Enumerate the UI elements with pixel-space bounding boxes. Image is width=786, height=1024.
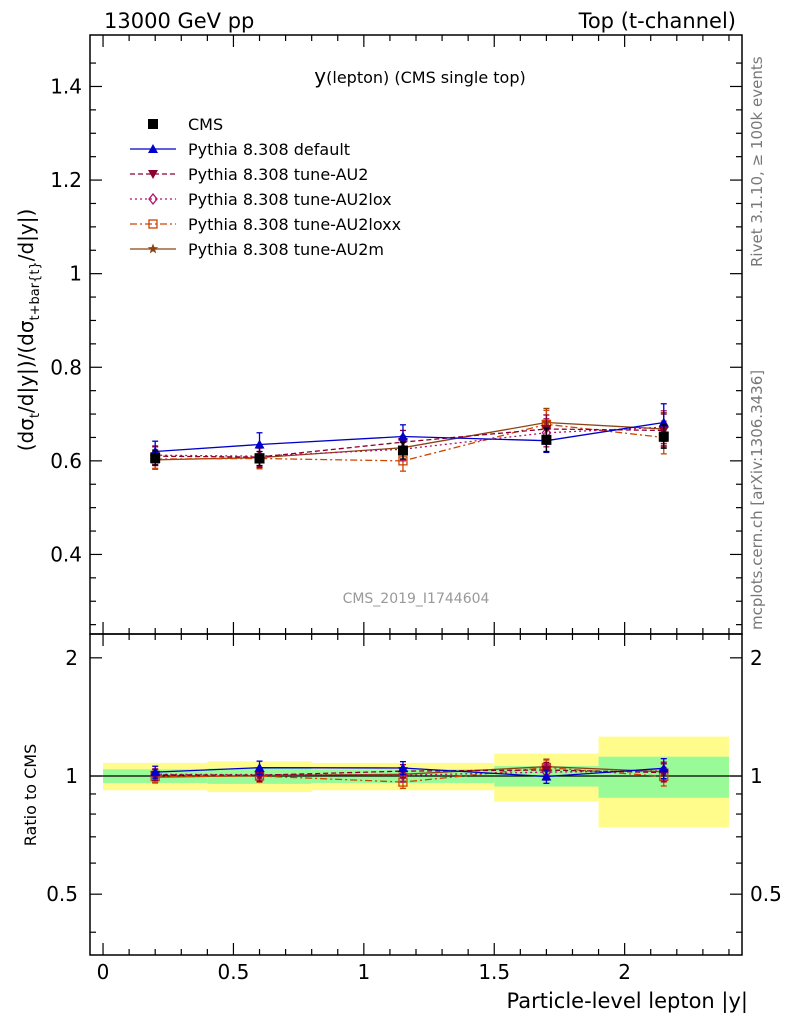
ratio-bands-layer — [90, 736, 742, 828]
series-line — [155, 423, 664, 462]
ratio-ytick-label-right: 2 — [750, 646, 763, 670]
mcplots-label: mcplots.cern.ch [arXiv:1306.3436] — [748, 370, 766, 630]
legend-marker — [147, 243, 159, 254]
data-point — [658, 431, 669, 442]
data-point — [397, 431, 408, 441]
ratio-series-layer — [150, 758, 669, 790]
ratio-xtick-label: 1 — [357, 960, 370, 984]
ratio-xtick-label: 0.5 — [218, 960, 250, 984]
header-left: 13000 GeV pp — [104, 9, 254, 33]
legend-marker — [148, 119, 158, 129]
ratio-panel: 0.5 0.5 1 1 2 2 0 0.5 1 1.5 2 Ratio to CMS Partic… — [21, 633, 782, 1014]
data-point — [254, 439, 265, 449]
legend-label: Pythia 8.308 default — [188, 140, 350, 159]
main-ytick-label: 0.6 — [50, 449, 82, 473]
main-ytick-label: 0.4 — [50, 542, 82, 566]
ratio-point — [150, 767, 161, 777]
ratio-series-line — [155, 770, 664, 776]
watermark: CMS_2019_I1744604 — [343, 591, 490, 607]
legend-marker — [148, 170, 158, 179]
main-title: y(lepton) (CMS single top) — [314, 64, 525, 88]
series-line — [155, 426, 664, 457]
ratio-ytick-label-right: 0.5 — [750, 882, 782, 906]
ratio-xtick-label: 2 — [618, 960, 631, 984]
ratio-y-axis: 0.5 0.5 1 1 2 2 — [46, 646, 782, 933]
series-line — [155, 428, 664, 458]
data-point — [397, 445, 408, 456]
legend-label: Pythia 8.308 tune-AU2 — [188, 165, 368, 184]
ratio-point — [658, 763, 669, 773]
ratio-x-axis: 0 0.5 1 1.5 2 — [97, 634, 730, 984]
data-point — [541, 434, 552, 445]
main-x-axis — [102, 35, 730, 634]
legend-marker — [148, 144, 158, 153]
ratio-series-pythia-8-308-default — [150, 758, 669, 784]
ratio-point — [254, 762, 265, 772]
legend-label: CMS — [188, 115, 223, 134]
ratio-ytick-label-right: 1 — [750, 764, 763, 788]
main-series-layer — [150, 403, 669, 472]
ratio-point — [541, 771, 552, 781]
series-pythia-8-308-tune-au2m — [150, 407, 669, 470]
ratio-y-axis-label: Ratio to CMS — [21, 744, 40, 846]
legend-label: Pythia 8.308 tune-AU2lox — [188, 190, 392, 209]
ratio-xtick-label: 1.5 — [478, 960, 510, 984]
ratio-ytick-label: 1 — [65, 764, 78, 788]
legend-marker — [148, 192, 158, 206]
series-pythia-8-308-default — [150, 403, 669, 463]
legend-label: Pythia 8.308 tune-AU2m — [188, 240, 384, 259]
main-ytick-label: 0.8 — [50, 355, 82, 379]
ratio-xtick-label: 0 — [97, 960, 110, 984]
main-ytick-label: 1.4 — [50, 74, 82, 98]
ratio-point — [254, 771, 265, 781]
series-line — [155, 421, 664, 461]
main-y-axis-label: (dσt/d|y|)/(dσt+bar{t}/d|y|) — [14, 209, 43, 452]
ratio-point — [398, 769, 408, 782]
main-panel: 0.4 0.6 0.8 1 1.2 1.4 y(lepton) (CMS single t… — [14, 34, 743, 635]
series-cms — [150, 424, 669, 467]
ratio-ytick-label: 0.5 — [46, 882, 78, 906]
main-title-var: y — [314, 64, 326, 88]
data-point — [254, 453, 265, 464]
main-ytick-label: 1.2 — [50, 168, 82, 192]
main-title-sub: (lepton) (CMS single top) — [326, 68, 526, 87]
data-point — [150, 453, 161, 464]
main-y-axis: 0.4 0.6 0.8 1 1.2 1.4 — [50, 62, 742, 626]
legend-marker — [148, 219, 158, 229]
ratio-series-line — [155, 766, 664, 783]
legend-label: Pythia 8.308 tune-AU2loxx — [188, 215, 401, 234]
x-axis-label: Particle-level lepton |y| — [506, 989, 748, 1014]
rivet-label: Rivet 3.1.10, ≥ 100k events — [748, 56, 766, 267]
series-pythia-8-308-tune-au2 — [150, 413, 669, 469]
legend: CMS Pythia 8.308 default Pythia 8.308 tune… — [130, 115, 401, 259]
ratio-ytick-label: 2 — [65, 646, 78, 670]
main-ytick-label: 1 — [69, 262, 82, 286]
ratio-point — [397, 763, 408, 773]
header-right: Top (t-channel) — [578, 9, 736, 33]
series-pythia-8-308-tune-au2loxx — [150, 409, 669, 472]
